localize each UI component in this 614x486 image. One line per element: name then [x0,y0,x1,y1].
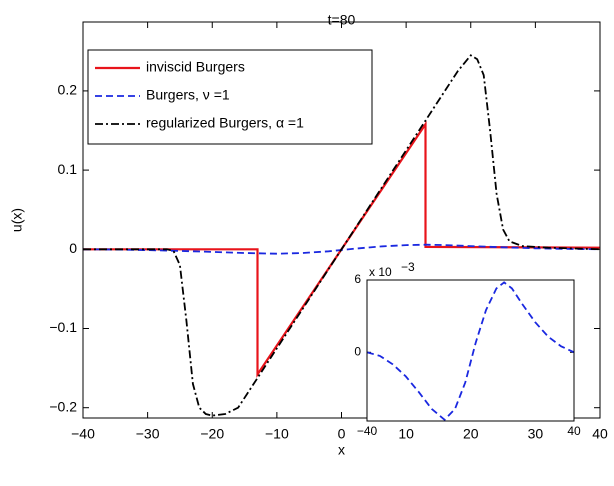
legend-box [87,49,373,145]
y-tick-label: 6 [354,272,361,286]
x-tick-label: 40 [567,424,581,438]
y-tick-label: 0 [354,344,361,358]
legend-label: Burgers, ν =1 [146,87,230,103]
x-tick-label: 0 [338,426,346,442]
y-tick-label: 0.2 [58,82,78,98]
data-line [367,281,574,421]
chart-title: t=80 [328,12,356,28]
y-tick-label: −0.1 [49,319,77,335]
data-line [83,243,600,255]
x-tick-label: −40 [71,426,95,442]
y-tick-label: 0.1 [58,161,78,177]
x-tick-label: −40 [357,424,378,438]
legend-label: regularized Burgers, α =1 [146,115,304,131]
x-tick-label: 30 [528,426,544,442]
x-tick-label: −20 [200,426,224,442]
x-tick-label: 10 [398,426,414,442]
x-tick-label: −10 [265,426,289,442]
x-tick-label: −30 [136,426,160,442]
y-tick-label: 0 [69,240,77,256]
axes-frame [366,279,575,422]
x-tick-label: 20 [463,426,479,442]
axes-frame [82,21,601,419]
y-tick-label: −0.2 [49,398,77,414]
y-axis-label: u(x) [9,208,25,232]
exponent-base: x 10 [369,265,392,279]
x-axis-label: x [338,442,345,458]
exponent-power: −3 [401,260,415,274]
plot-area [367,280,574,421]
legend-label: inviscid Burgers [146,59,245,75]
x-tick-label: 40 [592,426,608,442]
data-line [83,54,600,417]
